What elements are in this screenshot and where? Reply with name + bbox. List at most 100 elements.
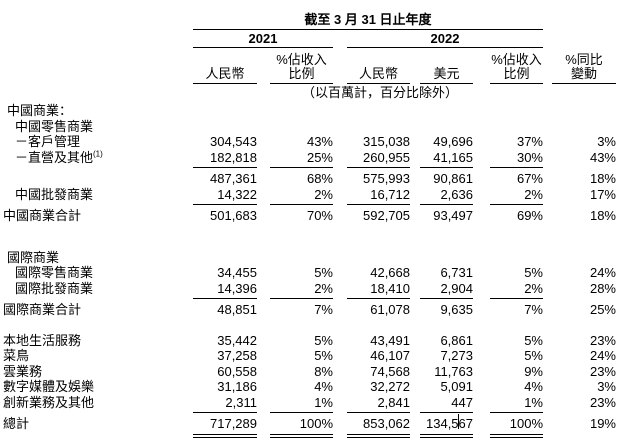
value-yoy-change xyxy=(552,250,616,266)
row-label-text: 國際商業合計 xyxy=(3,302,82,317)
value-yoy-change: 43% xyxy=(589,149,616,165)
value-yoy-change: 24% xyxy=(589,348,616,363)
column-header-yoy-change: %同比 變動 xyxy=(552,48,616,84)
row-label: 國際商業 xyxy=(0,250,193,266)
value-rmb-2021: 14,396 xyxy=(193,281,257,299)
column-header-usd-2022: 美元 xyxy=(420,48,473,84)
table-row: 雲業務 60,558 8% 74,568 11,763 9% 23% xyxy=(0,364,618,380)
column-header-line1: %佔收入 xyxy=(276,52,327,67)
value-rmb-2022 xyxy=(347,250,410,266)
value-yoy-change: 23% xyxy=(589,332,616,348)
row-label: 雲業務 xyxy=(0,364,193,380)
value-rmb-2021: 34,455 xyxy=(217,265,257,280)
footnote-marker: (1) xyxy=(93,149,103,159)
value-pct-revenue-2021: 8% xyxy=(314,363,333,379)
value-yoy-change xyxy=(552,119,616,135)
value-yoy-change: 23% xyxy=(589,394,616,410)
row-label: 國際商業合計 xyxy=(0,302,193,318)
row-label-text: 中國批發商業 xyxy=(15,186,94,202)
value-yoy-change: 18% xyxy=(589,208,616,223)
value-usd-2022: 5,091 xyxy=(440,379,473,394)
value-rmb-2022: 16,712 xyxy=(347,187,410,205)
value-pct-revenue-2021: 4% xyxy=(314,379,333,394)
table-body: 中國商業： 中國零售商業 －客戶管理 304,543 43% 315,038 4… xyxy=(0,103,618,438)
value-pct-revenue-2021: 25% xyxy=(270,150,333,168)
value-rmb-2021 xyxy=(193,250,257,266)
value-rmb-2021: 60,558 xyxy=(217,363,257,379)
value-usd-2022: 2,636 xyxy=(420,187,473,205)
value-usd-2022: 93,497 xyxy=(433,208,473,223)
row-label-text: 中國零售商業 xyxy=(15,118,94,134)
row-label: 本地生活服務 xyxy=(0,333,193,349)
table-row: 中國批發商業 14,322 2% 16,712 2,636 2% 17% xyxy=(0,187,618,206)
column-header-pct-revenue-2022: %佔收入 比例 xyxy=(490,48,543,84)
table-row: 本地生活服務 35,442 5% 43,491 6,861 5% 23% xyxy=(0,333,618,349)
table-row: 中國零售商業 xyxy=(0,119,618,135)
value-rmb-2021: 717,289 xyxy=(193,416,257,438)
value-rmb-2022: 43,491 xyxy=(370,332,410,348)
column-header-line2: 變動 xyxy=(570,66,597,81)
value-usd-2022 xyxy=(420,103,473,119)
row-label: 總計 xyxy=(0,416,193,438)
row-label-text: 中國商業： xyxy=(7,103,73,118)
value-yoy-change: 3% xyxy=(597,134,616,149)
row-label: 國際零售商業 xyxy=(0,265,193,281)
value-rmb-2022 xyxy=(347,119,410,135)
value-pct-revenue-2022: 5% xyxy=(524,348,543,363)
row-label xyxy=(0,171,193,187)
value-pct-revenue-2022: 5% xyxy=(524,265,543,280)
row-label: 數字媒體及娛樂 xyxy=(0,379,193,395)
value-usd-2022 xyxy=(420,119,473,135)
value-pct-revenue-2021: 7% xyxy=(314,302,333,317)
row-label-text: 國際商業 xyxy=(7,249,60,265)
value-usd-2022: 9,635 xyxy=(440,302,473,317)
value-pct-revenue-2022: 100% xyxy=(490,416,543,438)
value-pct-revenue-2022: 9% xyxy=(524,363,543,379)
row-label: 中國商業合計 xyxy=(0,208,193,224)
value-pct-revenue-2021 xyxy=(270,103,333,119)
value-pct-revenue-2021 xyxy=(270,119,333,135)
table-row: －客戶管理 304,543 43% 315,038 49,696 37% 3% xyxy=(0,134,618,150)
value-rmb-2022: 74,568 xyxy=(370,363,410,379)
value-rmb-2021: 31,186 xyxy=(217,379,257,394)
value-usd-2022: 134,567 xyxy=(420,416,473,438)
value-rmb-2021 xyxy=(193,103,257,119)
row-label: 中國零售商業 xyxy=(0,119,193,135)
row-label-text: 菜鳥 xyxy=(3,348,30,363)
column-header-line2: 人民幣 xyxy=(358,66,398,81)
value-rmb-2021: 37,258 xyxy=(217,348,257,363)
column-header-line2: 人民幣 xyxy=(205,66,245,81)
value-pct-revenue-2022: 5% xyxy=(524,332,543,348)
value-rmb-2022: 42,668 xyxy=(370,265,410,280)
value-usd-2022: 7,273 xyxy=(440,348,473,363)
row-label: 國際批發商業 xyxy=(0,281,193,300)
row-label: －客戶管理 xyxy=(0,134,193,150)
value-pct-revenue-2022: 67% xyxy=(516,171,543,186)
value-usd-2022: 11,763 xyxy=(434,363,473,379)
unit-note: （以百萬計，百分比除外） xyxy=(301,85,458,100)
value-rmb-2021: 182,818 xyxy=(193,150,257,168)
value-usd-2022: 6,731 xyxy=(440,265,473,280)
value-pct-revenue-2022: 69% xyxy=(516,208,543,223)
table-header-unit-row: （以百萬計，百分比除外） xyxy=(0,84,618,100)
value-rmb-2022: 18,410 xyxy=(347,281,410,299)
value-pct-revenue-2021: 5% xyxy=(314,265,333,280)
column-header-line2: 比例 xyxy=(288,66,315,81)
column-header-rmb-2021: 人民幣 xyxy=(193,48,257,84)
row-label-text: －客戶管理 xyxy=(15,134,81,149)
row-label: 創新業務及其他 xyxy=(0,395,193,414)
row-label: －直營及其他(1) xyxy=(0,150,193,169)
row-label: 中國批發商業 xyxy=(0,187,193,206)
value-yoy-change: 25% xyxy=(589,302,616,317)
row-label-text: 數字媒體及娛樂 xyxy=(3,379,95,394)
value-pct-revenue-2021: 5% xyxy=(314,348,333,363)
column-header-line1: %佔收入 xyxy=(491,52,542,67)
row-label-text: 國際批發商業 xyxy=(15,280,94,296)
value-pct-revenue-2021: 100% xyxy=(270,416,333,438)
row-label-text: －直營及其他 xyxy=(15,149,94,165)
table-row: 國際批發商業 14,396 2% 18,410 2,904 2% 28% xyxy=(0,281,618,300)
value-yoy-change: 19% xyxy=(589,416,616,431)
table-row: －直營及其他(1) 182,818 25% 260,955 41,165 30%… xyxy=(0,149,618,169)
value-rmb-2021: 48,851 xyxy=(217,302,257,317)
value-pct-revenue-2021: 2% xyxy=(270,187,333,205)
